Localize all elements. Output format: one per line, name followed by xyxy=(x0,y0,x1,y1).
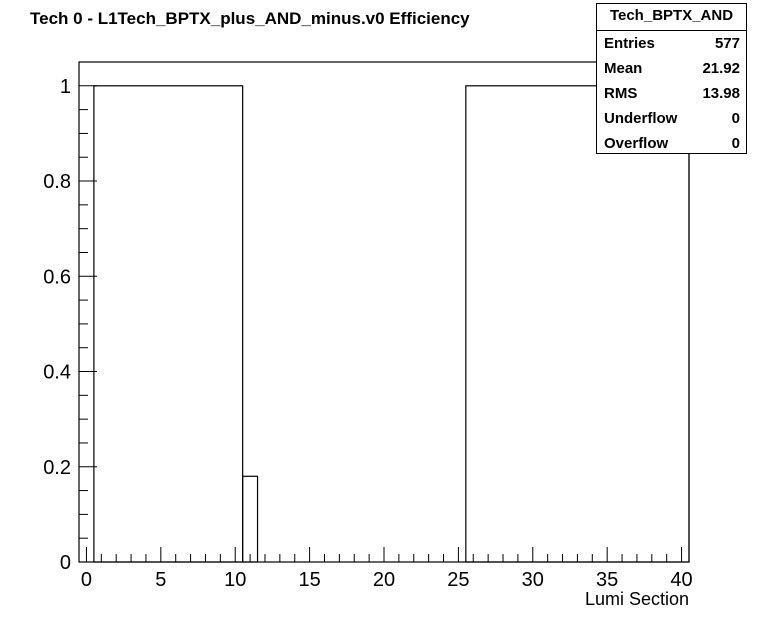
stats-label: RMS xyxy=(604,85,638,102)
x-tick-label: 40 xyxy=(670,569,692,591)
stats-value: 577 xyxy=(714,35,740,52)
x-tick-label: 35 xyxy=(596,569,618,591)
x-tick-label: 25 xyxy=(447,569,469,591)
stats-title: Tech_BPTX_AND xyxy=(597,4,746,31)
x-tick-label: 20 xyxy=(373,569,395,591)
stats-label: Mean xyxy=(604,60,643,77)
y-tick-label: 0 xyxy=(60,552,71,574)
stats-value: 0 xyxy=(731,135,740,152)
stats-row-mean: Mean 21.92 xyxy=(597,56,746,81)
y-tick-label: 1 xyxy=(60,76,71,98)
y-tick-label: 0.2 xyxy=(43,457,71,479)
histogram-bin xyxy=(242,475,259,563)
stats-label: Overflow xyxy=(604,135,669,152)
histogram-bin xyxy=(465,85,690,563)
stats-row-overflow: Overflow 0 xyxy=(597,131,746,156)
histogram-bin xyxy=(93,85,244,563)
stats-value: 21.92 xyxy=(702,60,740,77)
x-tick-label: 10 xyxy=(224,569,246,591)
y-tick-label: 0.6 xyxy=(43,266,71,288)
y-tick-label: 0.8 xyxy=(43,171,71,193)
stats-row-rms: RMS 13.98 xyxy=(597,81,746,106)
stats-box: Tech_BPTX_AND Entries 577 Mean 21.92 RMS… xyxy=(596,3,747,154)
x-tick-label: 0 xyxy=(81,569,92,591)
stats-label: Entries xyxy=(604,35,655,52)
y-tick-label: 0.4 xyxy=(43,362,71,384)
x-axis-label: Lumi Section xyxy=(585,589,689,609)
x-tick-label: 30 xyxy=(522,569,544,591)
x-tick-label: 5 xyxy=(155,569,166,591)
stats-label: Underflow xyxy=(604,110,678,127)
x-tick-label: 15 xyxy=(298,569,320,591)
stats-value: 0 xyxy=(731,110,740,127)
stats-row-entries: Entries 577 xyxy=(597,31,746,56)
chart-title: Tech 0 - L1Tech_BPTX_plus_AND_minus.v0 E… xyxy=(30,9,470,28)
stats-row-underflow: Underflow 0 xyxy=(597,106,746,131)
stats-value: 13.98 xyxy=(702,85,740,102)
